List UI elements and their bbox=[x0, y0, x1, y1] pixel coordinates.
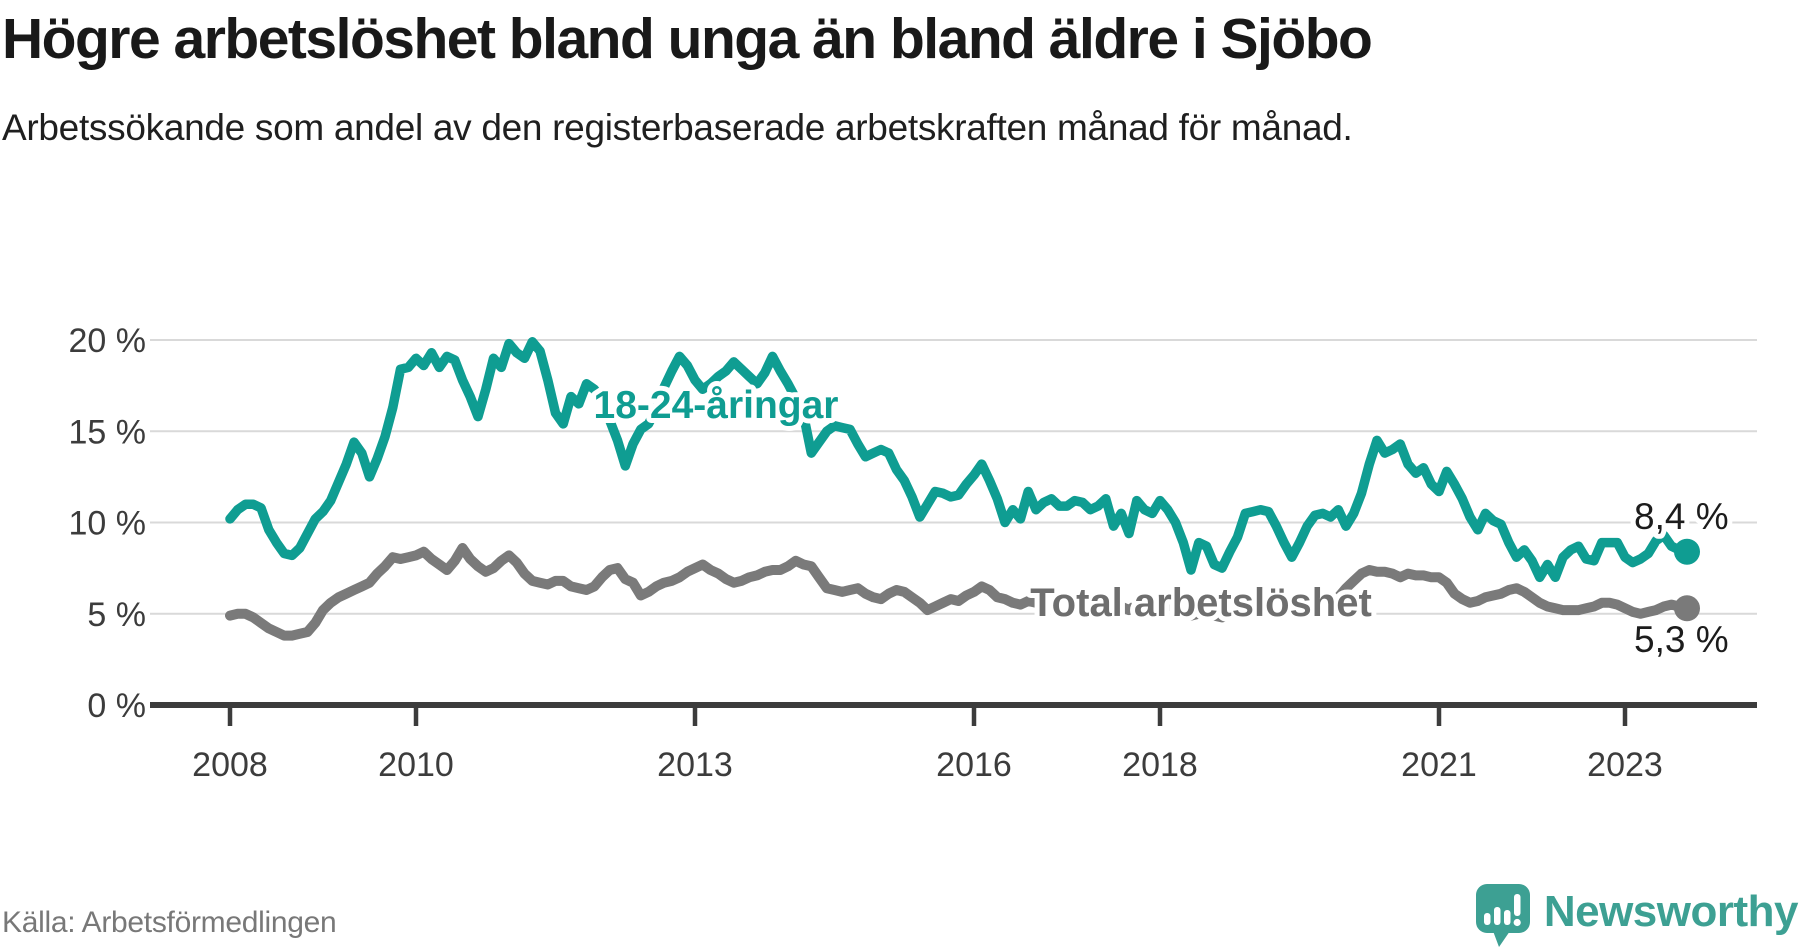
series-label-youth: 18-24-åringar bbox=[594, 384, 839, 427]
x-axis-label-2021: 2021 bbox=[1401, 746, 1477, 784]
x-axis-label-2023: 2023 bbox=[1587, 746, 1663, 784]
end-value-label-total: 5,3 % bbox=[1634, 619, 1729, 660]
newsworthy-bubble-chart-icon bbox=[1475, 884, 1530, 947]
page-title: Högre arbetslöshet bland unga än bland ä… bbox=[2, 7, 1373, 71]
x-axis-label-2013: 2013 bbox=[657, 746, 733, 784]
y-axis-label-0: 0 % bbox=[87, 687, 146, 725]
newsworthy-brand: Newsworthy bbox=[1475, 884, 1799, 948]
end-dot-total bbox=[1674, 595, 1700, 622]
source-note: Källa: Arbetsförmedlingen bbox=[2, 906, 337, 939]
y-axis-label-10: 10 % bbox=[69, 505, 147, 543]
end-value-label-youth: 8,4 % bbox=[1634, 496, 1729, 537]
line-series-total bbox=[225, 543, 1692, 641]
x-axis-label-2018: 2018 bbox=[1122, 746, 1198, 784]
y-axis-label-5: 5 % bbox=[87, 596, 146, 634]
chart-subtitle: Arbetssökande som andel av den registerb… bbox=[2, 107, 1353, 148]
line-series-youth bbox=[225, 337, 1692, 583]
newsworthy-wordmark: Newsworthy bbox=[1543, 887, 1799, 936]
x-axis-label-2008: 2008 bbox=[192, 746, 268, 784]
series-label-total: Total arbetslöshet bbox=[1030, 581, 1372, 625]
y-axis-label-20: 20 % bbox=[69, 322, 147, 360]
y-axis-label-15: 15 % bbox=[69, 413, 147, 451]
end-dot-youth bbox=[1674, 538, 1700, 565]
x-axis-label-2010: 2010 bbox=[378, 746, 454, 784]
x-axis-label-2016: 2016 bbox=[936, 746, 1012, 784]
